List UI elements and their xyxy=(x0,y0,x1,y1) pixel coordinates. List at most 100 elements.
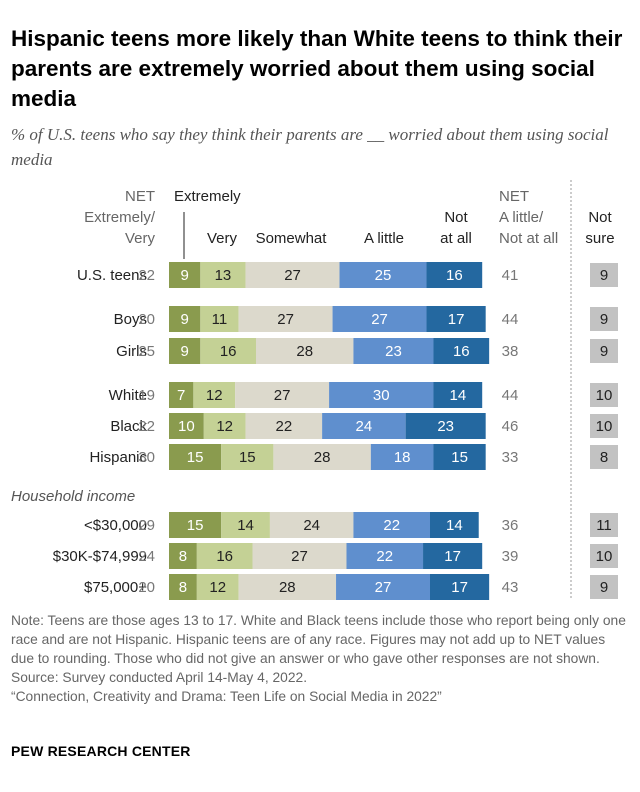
bar-value-not-at-all: 16 xyxy=(446,267,463,284)
bar-segment-not-at-all xyxy=(433,338,490,364)
bar-value-not-at-all: 23 xyxy=(437,418,454,435)
bar-segment-not-at-all xyxy=(433,444,486,470)
section-label-household-income: Household income xyxy=(11,488,135,505)
bar-value-very: 12 xyxy=(216,418,233,435)
bar-value-a-little: 23 xyxy=(385,343,402,360)
bar-value-extremely: 15 xyxy=(187,517,204,534)
bar-segment-a-little xyxy=(353,512,430,538)
bar-value-not-at-all: 14 xyxy=(449,387,466,404)
not-sure-box xyxy=(590,513,618,537)
bar-value-somewhat: 28 xyxy=(279,579,296,596)
not-sure-box xyxy=(590,414,618,438)
bar-segment-a-little xyxy=(339,262,427,288)
header-somewhat: Somewhat xyxy=(256,230,328,247)
net-little-not-at-all-value: 46 xyxy=(502,418,519,435)
not-sure-box xyxy=(590,544,618,568)
bar-value-very: 16 xyxy=(216,548,233,565)
not-sure-value: 10 xyxy=(596,387,613,404)
net-little-not-at-all-value: 41 xyxy=(502,267,519,284)
not-sure-value: 10 xyxy=(596,548,613,565)
bar-value-a-little: 22 xyxy=(383,517,400,534)
bar-value-a-little: 24 xyxy=(356,418,373,435)
not-sure-box xyxy=(590,383,618,407)
bar-segment-very xyxy=(193,382,236,408)
header-net-extremely-very: NET xyxy=(125,188,155,205)
bar-segment-somewhat xyxy=(245,262,340,288)
bar-value-extremely: 9 xyxy=(180,267,188,284)
bar-segment-not-at-all xyxy=(426,262,483,288)
net-little-not-at-all-value: 36 xyxy=(502,517,519,534)
header-net-little-not-at-all: A little/ xyxy=(499,209,544,226)
not-sure-value: 10 xyxy=(596,418,613,435)
header-not-at-all: at all xyxy=(440,230,472,247)
bar-segment-a-little xyxy=(329,382,434,408)
bar-value-somewhat: 24 xyxy=(303,517,320,534)
bar-segment-not-at-all xyxy=(433,382,483,408)
bar-segment-very xyxy=(200,262,246,288)
not-sure-value: 9 xyxy=(600,311,608,328)
bar-value-a-little: 27 xyxy=(375,579,392,596)
bar-value-extremely: 8 xyxy=(179,548,187,565)
not-sure-value: 11 xyxy=(596,517,612,534)
bar-segment-somewhat xyxy=(256,338,354,364)
net-little-not-at-all-value: 44 xyxy=(502,387,519,404)
net-extremely-very-value: 30 xyxy=(138,449,155,466)
header-net-little-not-at-all: Not at all xyxy=(499,230,558,247)
stacked-bar-chart: NET Extremely/Very Extremely Very Somewhat A … xyxy=(11,180,618,600)
bar-segment-a-little xyxy=(332,306,427,332)
header-not-at-all: Not xyxy=(444,209,468,226)
bar-value-very: 12 xyxy=(206,387,223,404)
header-a-little: A little xyxy=(364,230,404,247)
bar-segment-a-little xyxy=(322,413,406,439)
not-sure-value: 9 xyxy=(600,343,608,360)
bar-value-very: 16 xyxy=(220,343,237,360)
bar-value-very: 11 xyxy=(212,311,228,328)
bar-value-somewhat: 22 xyxy=(275,418,292,435)
bar-segment-very xyxy=(221,444,274,470)
bar-segment-somewhat xyxy=(235,382,330,408)
column-headers: NET Extremely/Very Extremely Very Somewhat A … xyxy=(84,188,615,259)
bar-segment-extremely xyxy=(169,338,201,364)
bar-value-a-little: 30 xyxy=(373,387,390,404)
report-title: “Connection, Creativity and Drama: Teen … xyxy=(11,689,442,704)
bar-segment-somewhat xyxy=(238,306,333,332)
not-sure-box xyxy=(590,339,618,363)
bar-segment-somewhat xyxy=(269,512,354,538)
header-not-sure: Not xyxy=(588,209,612,226)
bar-segment-not-at-all xyxy=(426,306,486,332)
bar-value-very: 12 xyxy=(209,579,226,596)
not-sure-box xyxy=(590,307,618,331)
bar-segment-very xyxy=(203,413,246,439)
bar-segment-somewhat xyxy=(273,444,371,470)
bar-segment-very xyxy=(200,338,256,364)
bar-value-extremely: 15 xyxy=(187,449,204,466)
bar-value-somewhat: 27 xyxy=(284,267,301,284)
bar-segment-extremely xyxy=(169,262,201,288)
bar-value-somewhat: 27 xyxy=(291,548,308,565)
source-text: Source: Survey conducted April 14-May 4,… xyxy=(11,670,308,685)
bar-segment-a-little xyxy=(336,574,430,600)
bar-value-somewhat: 28 xyxy=(314,449,331,466)
net-little-not-at-all-value: 38 xyxy=(502,343,519,360)
bar-value-somewhat: 27 xyxy=(274,387,291,404)
bar-value-a-little: 22 xyxy=(376,548,393,565)
bar-segment-somewhat xyxy=(252,543,347,569)
bar-value-not-at-all: 17 xyxy=(448,311,465,328)
bar-value-not-at-all: 17 xyxy=(451,579,468,596)
row-label: Boys xyxy=(114,311,147,328)
header-not-sure: sure xyxy=(585,230,614,247)
bar-value-extremely: 7 xyxy=(177,387,185,404)
not-sure-value: 9 xyxy=(600,267,608,284)
net-little-not-at-all-value: 33 xyxy=(502,449,519,466)
row-label: White xyxy=(109,387,147,404)
chart-title: Hispanic teens more likely than White te… xyxy=(11,26,623,111)
header-extremely: Extremely xyxy=(174,188,241,205)
bar-value-somewhat: 28 xyxy=(296,343,313,360)
net-extremely-very-value: 22 xyxy=(138,418,155,435)
bar-value-not-at-all: 15 xyxy=(451,449,468,466)
bar-segment-extremely xyxy=(169,512,222,538)
